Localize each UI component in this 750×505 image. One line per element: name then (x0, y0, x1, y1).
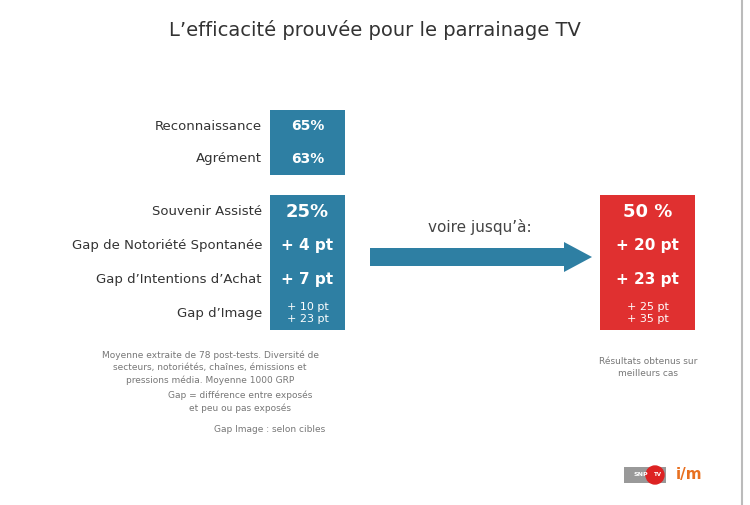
Text: L’efficacité prouvée pour le parrainage TV: L’efficacité prouvée pour le parrainage … (169, 20, 581, 40)
Bar (270, 195, 345, 330)
Text: 65%: 65% (291, 119, 324, 133)
Text: SNP: SNP (634, 473, 648, 478)
Text: + 25 pt
+ 35 pt: + 25 pt + 35 pt (626, 302, 668, 324)
Text: voire jusqu’à:: voire jusqu’à: (428, 219, 532, 235)
Text: + 7 pt: + 7 pt (281, 272, 334, 287)
Text: 25%: 25% (286, 203, 329, 221)
Bar (600, 195, 695, 330)
Text: Agrément: Agrément (196, 152, 262, 165)
Text: 50 %: 50 % (622, 203, 672, 221)
Text: 63%: 63% (291, 152, 324, 166)
Bar (270, 110, 345, 175)
Text: + 20 pt: + 20 pt (616, 238, 679, 253)
Text: Gap d’Intentions d’Achat: Gap d’Intentions d’Achat (97, 273, 262, 286)
Text: Gap Image : selon cibles: Gap Image : selon cibles (214, 425, 326, 434)
Text: Gap = différence entre exposés
et peu ou pas exposés: Gap = différence entre exposés et peu ou… (168, 390, 312, 413)
Polygon shape (370, 242, 592, 272)
Text: + 10 pt
+ 23 pt: + 10 pt + 23 pt (286, 302, 328, 324)
Text: + 23 pt: + 23 pt (616, 272, 679, 287)
Text: Gap d’Image: Gap d’Image (177, 307, 262, 320)
Text: + 4 pt: + 4 pt (281, 238, 334, 253)
Text: Moyenne extraite de 78 post-tests. Diversité de
secteurs, notoriétés, chaînes, é: Moyenne extraite de 78 post-tests. Diver… (101, 350, 319, 385)
Text: TV: TV (654, 473, 662, 478)
Text: Résultats obtenus sur
meilleurs cas: Résultats obtenus sur meilleurs cas (598, 357, 698, 379)
Text: Souvenir Assisté: Souvenir Assisté (152, 206, 262, 218)
Circle shape (646, 466, 664, 484)
Text: Gap de Notoriété Spontanée: Gap de Notoriété Spontanée (71, 239, 262, 252)
Text: i/m: i/m (676, 468, 703, 482)
Bar (624, 467, 666, 483)
Text: Reconnaissance: Reconnaissance (154, 120, 262, 133)
